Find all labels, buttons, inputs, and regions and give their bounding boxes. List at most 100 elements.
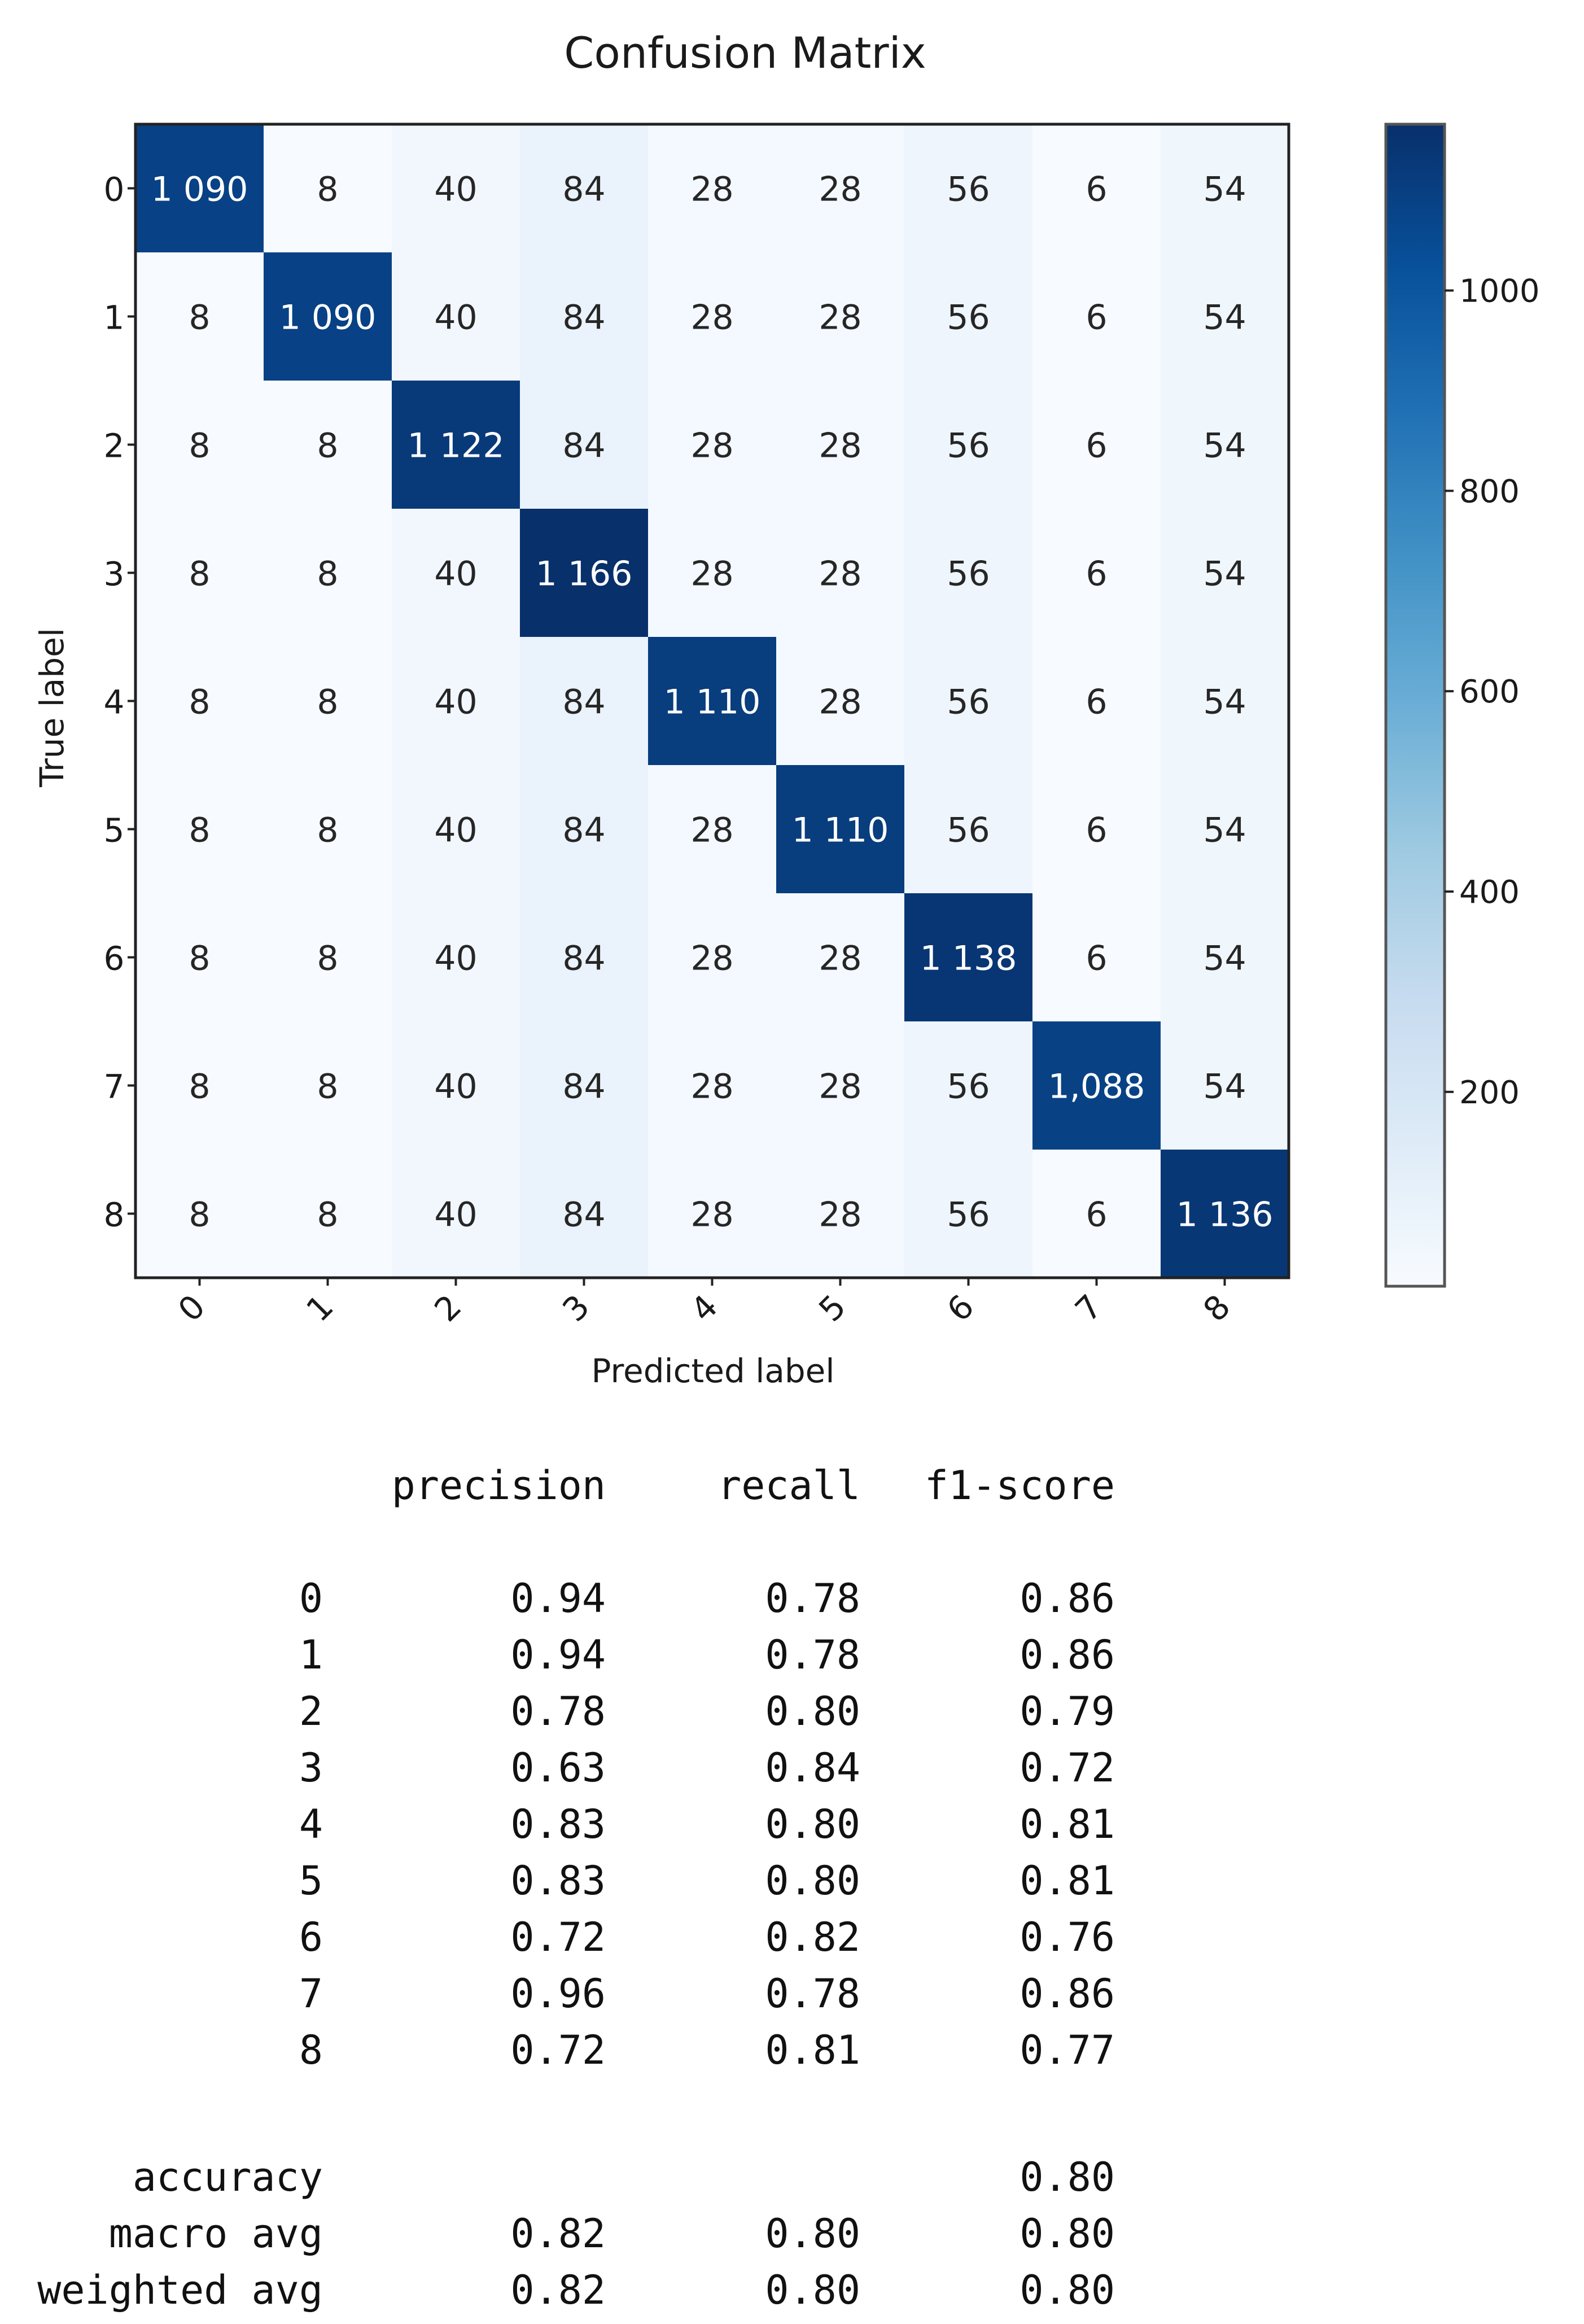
cell-label: 8 <box>317 1067 338 1107</box>
report-avg-recall: 0.80 <box>765 2211 860 2257</box>
cell-label: 84 <box>562 1067 605 1107</box>
heatmap-cell <box>392 637 520 765</box>
y-tick-label: 2 <box>104 427 125 465</box>
classification-report: precision recall f1-score 0 0.94 0.78 0.86 1 0.9… <box>37 1462 1115 2313</box>
cell-label: 28 <box>819 426 861 466</box>
report-precision: 0.72 <box>510 2027 606 2073</box>
heatmap-cell <box>648 1150 776 1278</box>
cell-label: 6 <box>1086 1195 1107 1235</box>
heatmap-cell <box>264 1150 392 1278</box>
heatmap-cell <box>135 1150 264 1278</box>
heatmap-cell <box>904 637 1032 765</box>
cell-label: 28 <box>690 1067 733 1107</box>
heatmap-cell <box>904 893 1032 1021</box>
cell-label: 8 <box>317 1195 338 1235</box>
heatmap-cell <box>135 893 264 1021</box>
heatmap-cell <box>135 509 264 637</box>
cell-label: 8 <box>189 939 210 978</box>
heatmap-cell <box>904 509 1032 637</box>
colorbar-ticks: 200 400 600 800 1000 <box>1445 273 1540 1111</box>
report-f1: 0.81 <box>1019 1858 1115 1904</box>
cell-label: 40 <box>434 939 477 978</box>
heatmap-cell <box>648 1021 776 1150</box>
cell-label: 1 166 <box>536 554 633 594</box>
heatmap-cell <box>1032 893 1161 1021</box>
heatmap-cell <box>904 765 1032 893</box>
cell-label: 28 <box>819 298 861 338</box>
cell-label: 8 <box>317 170 338 209</box>
heatmap-cell <box>520 509 648 637</box>
report-row-label: 8 <box>299 2027 323 2073</box>
cell-label: 40 <box>434 683 477 722</box>
cell-label: 54 <box>1203 170 1246 209</box>
heatmap-cell <box>520 381 648 509</box>
report-recall: 0.81 <box>765 2027 860 2073</box>
colorbar <box>1384 123 1446 1288</box>
report-recall: 0.84 <box>765 1745 860 1791</box>
report-precision: 0.83 <box>510 1858 606 1904</box>
heatmap-cell <box>135 252 264 381</box>
report-header-precision: precision <box>392 1462 606 1509</box>
report-row-label: 2 <box>299 1688 323 1735</box>
heatmap-cell <box>1032 1150 1161 1278</box>
y-tick-label: 7 <box>104 1068 125 1106</box>
cell-label: 1 110 <box>664 683 761 722</box>
report-f1: 0.77 <box>1019 2027 1115 2073</box>
cell-label: 28 <box>819 683 861 722</box>
heatmap-cell <box>135 765 264 893</box>
report-accuracy-f1: 0.80 <box>1019 2154 1115 2200</box>
report-row-label: 1 <box>299 1632 323 1678</box>
cell-label: 84 <box>562 1195 605 1235</box>
x-tick-label: 5 <box>811 1287 853 1329</box>
x-tick-label: 4 <box>683 1287 725 1329</box>
colorbar-tick-label: 400 <box>1459 874 1520 911</box>
heatmap-cell <box>904 1150 1032 1278</box>
heatmap-cell <box>1161 1150 1289 1278</box>
heatmap-cell <box>1161 1021 1289 1150</box>
heatmap-cell <box>648 509 776 637</box>
cell-label: 54 <box>1203 939 1246 978</box>
report-row-label: 7 <box>299 1971 323 2017</box>
report-precision: 0.72 <box>510 1914 606 1960</box>
heatmap-cell <box>1032 252 1161 381</box>
heatmap-cell <box>264 1021 392 1150</box>
heatmap-cell <box>1161 381 1289 509</box>
report-avg-label: weighted avg <box>37 2267 323 2313</box>
heatmap-cell <box>1032 637 1161 765</box>
heatmap-cell <box>520 893 648 1021</box>
cell-label: 84 <box>562 683 605 722</box>
heatmap-cell <box>1161 509 1289 637</box>
report-precision: 0.83 <box>510 1801 606 1847</box>
report-row-label: 3 <box>299 1745 323 1791</box>
heatmap-cell <box>1032 765 1161 893</box>
report-avg-precision: 0.82 <box>510 2211 606 2257</box>
heatmap-cell <box>1032 509 1161 637</box>
y-tick-label: 4 <box>104 683 125 722</box>
cell-label: 6 <box>1086 939 1107 978</box>
report-avg-f1: 0.80 <box>1019 2267 1115 2313</box>
heatmap-cell <box>648 381 776 509</box>
heatmap-cell <box>1161 893 1289 1021</box>
report-precision: 0.63 <box>510 1745 606 1791</box>
cell-label: 1 110 <box>792 811 889 850</box>
report-recall: 0.78 <box>765 1971 860 2017</box>
cell-label: 40 <box>434 811 477 850</box>
cell-label: 54 <box>1203 426 1246 466</box>
report-f1: 0.76 <box>1019 1914 1115 1960</box>
cell-label: 1 136 <box>1176 1195 1274 1235</box>
report-recall: 0.80 <box>765 1801 860 1847</box>
report-f1: 0.86 <box>1019 1575 1115 1622</box>
heatmap-cell <box>904 381 1032 509</box>
heatmap-cell <box>648 893 776 1021</box>
cell-label: 6 <box>1086 170 1107 209</box>
heatmap-cell <box>264 509 392 637</box>
heatmap-cell <box>648 252 776 381</box>
report-row-label: 0 <box>299 1575 323 1622</box>
y-tick-label: 1 <box>104 299 125 337</box>
report-avg-f1: 0.80 <box>1019 2211 1115 2257</box>
cell-label: 84 <box>562 811 605 850</box>
heatmap-cell <box>776 381 904 509</box>
heatmap-cell <box>264 765 392 893</box>
heatmap-cell <box>648 637 776 765</box>
